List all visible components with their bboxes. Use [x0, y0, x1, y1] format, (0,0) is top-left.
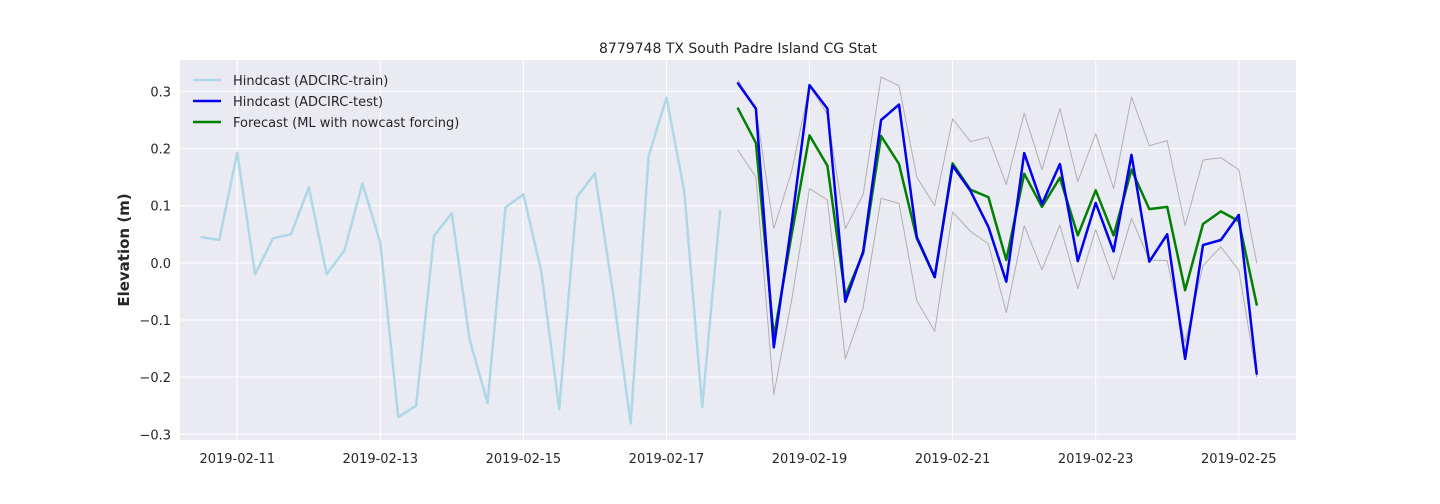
x-tick-label: 2019-02-11 — [199, 452, 275, 467]
x-tick-label: 2019-02-23 — [1058, 452, 1134, 467]
gridlines — [180, 60, 1296, 440]
chart-title: 8779748 TX South Padre Island CG Stat — [599, 41, 877, 57]
y-tick-label: −0.1 — [139, 314, 171, 329]
series-line-band — [737, 76, 1258, 264]
legend: Hindcast (ADCIRC-train) Hindcast (ADCIRC-… — [193, 74, 459, 131]
series-line-train — [200, 96, 722, 425]
y-axis-label: Elevation (m) — [115, 193, 133, 306]
series-line-test — [736, 82, 1258, 375]
y-tick-label: 0.0 — [150, 257, 171, 272]
y-tick-label: −0.3 — [139, 428, 171, 443]
y-tick-label: −0.2 — [139, 371, 171, 386]
series-line-band — [737, 149, 1258, 395]
x-tick-label: 2019-02-15 — [486, 452, 562, 467]
y-tick-label: 0.3 — [150, 85, 171, 100]
x-axis-ticks: 2019-02-11 2019-02-13 2019-02-15 2019-02-17… — [199, 452, 1276, 467]
legend-label: Forecast (ML with nowcast forcing) — [233, 116, 459, 131]
legend-label: Hindcast (ADCIRC-train) — [233, 74, 388, 89]
legend-label: Hindcast (ADCIRC-test) — [233, 95, 383, 110]
x-tick-label: 2019-02-17 — [629, 452, 705, 467]
x-tick-label: 2019-02-21 — [915, 452, 991, 467]
series-line-forecast — [736, 107, 1258, 339]
y-axis-ticks: −0.3 −0.2 −0.1 0.0 0.1 0.2 0.3 — [139, 85, 171, 443]
x-tick-label: 2019-02-25 — [1201, 452, 1277, 467]
x-tick-label: 2019-02-19 — [772, 452, 848, 467]
series-layer — [200, 76, 1258, 425]
y-tick-label: 0.1 — [150, 200, 171, 215]
y-tick-label: 0.2 — [150, 143, 171, 158]
x-tick-label: 2019-02-13 — [343, 452, 419, 467]
